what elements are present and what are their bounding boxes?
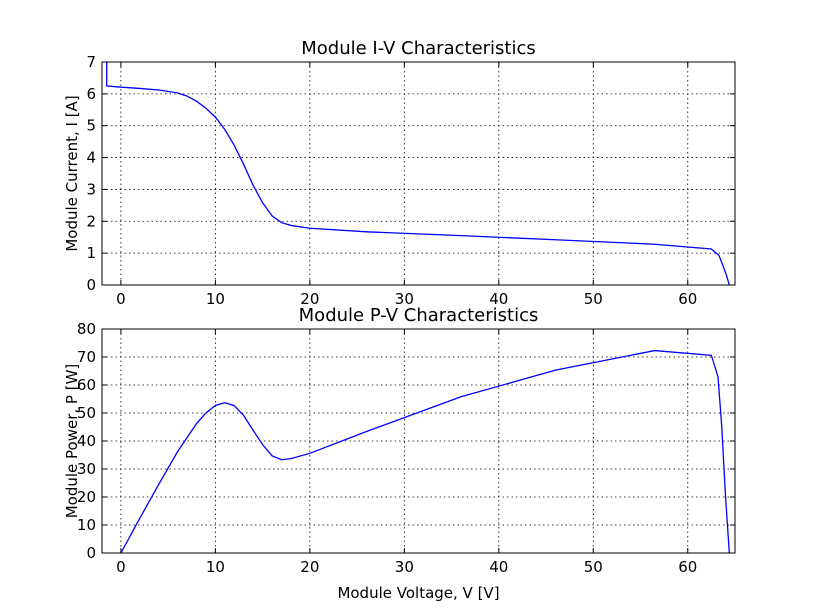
pv-chart-ytick-label: 70 xyxy=(77,348,96,366)
pv-chart-xlabel: Module Voltage, V [V] xyxy=(337,584,499,602)
iv-chart-ytick-label: 5 xyxy=(86,117,96,135)
iv-chart-xtick-label: 40 xyxy=(489,290,508,308)
iv-chart-xtick-label: 60 xyxy=(678,290,697,308)
pv-chart-xtick-label: 20 xyxy=(300,558,319,576)
pv-chart-series-line xyxy=(120,349,730,554)
iv-chart-xtick-label: 20 xyxy=(300,290,319,308)
iv-chart-ytick-label: 6 xyxy=(86,85,96,103)
iv-chart-title: Module I-V Characteristics xyxy=(301,38,536,59)
pv-chart-ylabel: Module Power, P [W] xyxy=(63,364,81,519)
iv-chart-ytick-label: 0 xyxy=(86,276,96,294)
pv-chart-title: Module P-V Characteristics xyxy=(299,305,539,326)
iv-chart-xtick-label: 30 xyxy=(395,290,414,308)
iv-chart-frame xyxy=(101,61,736,286)
iv-chart-ytick-label: 2 xyxy=(86,212,96,230)
pv-chart-xtick-label: 50 xyxy=(584,558,603,576)
iv-chart-ytick-label: 3 xyxy=(86,180,96,198)
pv-chart-ytick-label: 10 xyxy=(77,516,96,534)
pv-chart-xtick-label: 10 xyxy=(206,558,225,576)
pv-chart-ytick-label: 40 xyxy=(77,432,96,450)
iv-chart-series-line xyxy=(106,62,730,286)
iv-chart-xtick-label: 50 xyxy=(584,290,603,308)
pv-chart-xtick-label: 40 xyxy=(489,558,508,576)
pv-chart-ytick-label: 50 xyxy=(77,404,96,422)
iv-chart: Module I-V Characteristics Module Curren… xyxy=(63,38,736,308)
iv-chart-xtick-label: 0 xyxy=(116,290,126,308)
pv-chart-ytick-label: 30 xyxy=(77,460,96,478)
pv-chart-xtick-label: 0 xyxy=(116,558,126,576)
pv-chart-xtick-label: 30 xyxy=(395,558,414,576)
pv-chart-ytick-label: 80 xyxy=(77,320,96,338)
pv-chart-ytick-label: 20 xyxy=(77,488,96,506)
pv-chart-ytick-label: 60 xyxy=(77,376,96,394)
iv-chart-ytick-label: 1 xyxy=(86,244,96,262)
iv-chart-ytick-label: 7 xyxy=(86,53,96,71)
pv-chart-xtick-label: 60 xyxy=(678,558,697,576)
iv-chart-xtick-label: 10 xyxy=(206,290,225,308)
pv-chart-ytick-label: 0 xyxy=(86,544,96,562)
iv-chart-ylabel: Module Current, I [A] xyxy=(63,95,81,251)
iv-chart-ytick-label: 4 xyxy=(86,149,96,167)
pv-chart: Module P-V Characteristics Module Power,… xyxy=(63,305,736,602)
